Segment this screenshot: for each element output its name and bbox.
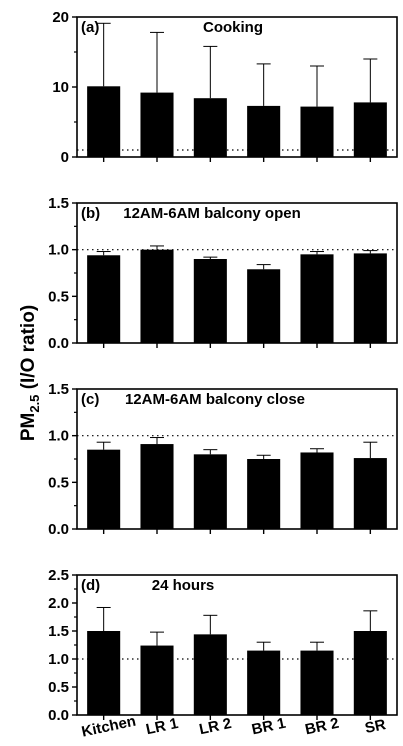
panel-0-bar-br-2 <box>300 106 334 157</box>
panel-3-ytick-label: 1.0 <box>48 651 69 668</box>
panel-2-bar-lr-2 <box>193 454 227 529</box>
panel-3-bar-lr-2 <box>193 634 227 715</box>
panel-1-ytick-label: 1.5 <box>48 195 69 212</box>
panel-1-ytick-label: 1.0 <box>48 242 69 259</box>
panel-3-ytick-label: 0.0 <box>48 707 69 724</box>
panel-1-frame <box>76 202 398 344</box>
panel-2-bar-br-2 <box>300 452 334 529</box>
panel-2-frame <box>76 388 398 530</box>
panel-2-title: 12AM-6AM balcony close <box>125 391 305 408</box>
panel-3-bar-br-2 <box>300 650 334 715</box>
panel-2-bar-br-1 <box>247 459 281 529</box>
panel-1-title: 12AM-6AM balcony open <box>123 205 301 222</box>
y-axis-label-suffix: (I/O ratio) <box>18 305 39 395</box>
panel-1-bar-kitchen <box>87 255 121 343</box>
panel-3-ytick-label: 2.0 <box>48 595 69 612</box>
x-category-label: LR 1 <box>144 715 179 738</box>
panel-2-ytick-label: 1.0 <box>48 428 69 445</box>
panel-3-label: (d) <box>81 577 100 594</box>
panel-0-bar-kitchen <box>87 86 121 157</box>
panel-2-label: (c) <box>81 391 99 408</box>
panel-2-bar-lr-1 <box>140 444 174 529</box>
panel-1-label: (b) <box>81 205 100 222</box>
panel-2-bar-sr <box>353 458 387 529</box>
panel-1-ytick-label: 0.5 <box>48 288 69 305</box>
panel-1-bar-sr <box>353 253 387 343</box>
x-category-label: BR 2 <box>304 715 341 739</box>
panel-3-bar-lr-1 <box>140 645 174 715</box>
panel-2-ytick-label: 0.5 <box>48 474 69 491</box>
panel-0-bar-br-1 <box>247 105 281 157</box>
panel-0-ytick-label: 0 <box>61 149 69 166</box>
panel-3-frame <box>76 574 398 716</box>
panel-0-bar-lr-2 <box>193 98 227 157</box>
panel-3-title: 24 hours <box>152 577 215 594</box>
panel-1-bar-lr-1 <box>140 249 174 343</box>
panel-0-label: (a) <box>81 19 99 36</box>
panel-0-bar-lr-1 <box>140 92 174 157</box>
x-category-label: BR 1 <box>250 715 287 739</box>
panel-1-ytick-label: 0.0 <box>48 335 69 352</box>
panel-0-bar-sr <box>353 102 387 157</box>
panel-0-ytick-label: 10 <box>52 79 69 96</box>
panel-2-ytick-label: 0.0 <box>48 521 69 538</box>
x-category-label: SR <box>363 716 387 737</box>
y-axis-label-prefix: PM <box>18 413 39 442</box>
y-axis-label: PM2.5 (I/O ratio) <box>18 305 42 441</box>
panel-1-bar-lr-2 <box>193 259 227 343</box>
panel-3-bar-br-1 <box>247 650 281 715</box>
panel-2-bar-kitchen <box>87 449 121 529</box>
panel-3-ytick-label: 2.5 <box>48 567 69 584</box>
x-category-label: LR 2 <box>198 715 233 738</box>
panel-1-bar-br-1 <box>247 269 281 343</box>
panel-1-bar-br-2 <box>300 254 334 343</box>
y-axis-label-subscript: 2.5 <box>27 395 42 413</box>
x-category-label: Kitchen <box>80 713 137 741</box>
panel-3-bar-sr <box>353 631 387 715</box>
panel-3-ytick-label: 1.5 <box>48 623 69 640</box>
panel-0-frame <box>76 16 398 158</box>
panel-3-bar-kitchen <box>87 631 121 715</box>
panel-2-ytick-label: 1.5 <box>48 381 69 398</box>
panel-0-title: Cooking <box>203 19 263 36</box>
panel-3-ytick-label: 0.5 <box>48 679 69 696</box>
panel-0-ytick-label: 20 <box>52 9 69 26</box>
